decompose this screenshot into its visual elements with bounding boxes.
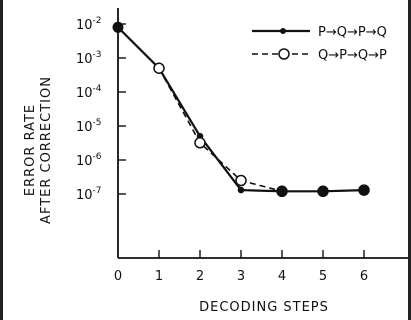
y-tick-label-base: 10 [76,154,93,169]
x-tick-label: 5 [319,269,327,284]
series-2-point [153,62,165,74]
x-ticks: 0 1 2 3 4 5 6 [114,250,368,284]
x-tick-label: 2 [196,269,204,284]
y-axis-label-line-1: ERROR RATE [23,104,38,196]
series-2-line [158,67,365,193]
y-tick-label-exponent: -2 [93,16,102,26]
x-tick-label: 3 [237,269,245,284]
x-axis-label: DECODING STEPS [199,300,329,315]
y-tick-label: 10-4 [76,84,102,101]
x-tick-label: 6 [360,269,368,284]
series-1-point-overlay [276,185,288,197]
legend-marker-series-1 [280,28,286,34]
legend-label-series-1: P→Q→P→Q [318,25,387,40]
y-tick-label-base: 10 [76,188,93,203]
legend-marker-series-2 [278,48,290,60]
series-2-point [194,137,206,149]
y-tick-label: 10-6 [76,152,102,169]
y-tick-label: 10-5 [76,118,102,135]
left-page-edge [0,0,3,320]
y-tick-label-exponent: -7 [93,186,102,196]
y-axis-label-line-2: AFTER CORRECTION [39,76,54,224]
y-tick-label: 10-7 [76,186,102,203]
x-tick-label: 1 [155,269,163,284]
series-1-point-overlay [317,185,329,197]
series-2-point [235,174,247,187]
series-1-point [112,21,124,33]
y-tick-label-base: 10 [76,86,93,101]
series-layer [112,21,370,198]
y-tick-label-exponent: -4 [93,84,102,94]
y-tick-label: 10-2 [76,16,102,33]
y-tick-label-base: 10 [76,52,93,67]
legend-label-series-2: Q→P→Q→P [318,48,387,63]
y-tick-label-base: 10 [76,18,93,33]
y-tick-label-exponent: -3 [93,50,102,60]
y-tick-label-base: 10 [76,120,93,135]
legend: P→Q→P→Q Q→P→Q→P [252,25,387,63]
y-ticks: 10-210-310-410-510-610-7 [76,16,126,203]
x-tick-label: 4 [278,269,286,284]
series-1-point-overlay [358,184,370,196]
y-tick-label-exponent: -5 [93,118,102,128]
x-tick-label: 0 [114,269,122,284]
right-page-edge [408,0,411,320]
y-tick-label-exponent: -6 [93,152,102,162]
y-tick-label: 10-3 [76,50,102,67]
series-1-point [237,186,245,194]
